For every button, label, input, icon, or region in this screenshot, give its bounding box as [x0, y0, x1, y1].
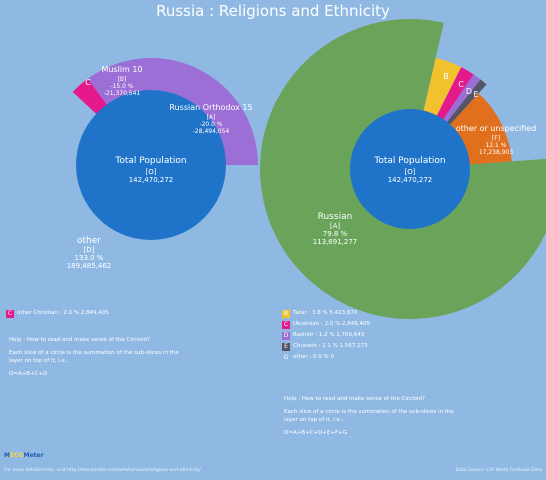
right-legend-text: Bashkir : 1.2 % 1,709,643: [293, 332, 365, 338]
right-legend-swatch: C: [282, 320, 290, 329]
footer-source: Data Source: CIA World Factbook Data: [455, 468, 542, 473]
religion-slice-a-values-line-1: [A]: [207, 114, 216, 121]
ethnicity-slice-e-letter: E: [473, 90, 478, 99]
right-legend-text: Tatar : 3.8 % 5,413,870: [293, 310, 358, 316]
religion-slice-a-name-line-1: Russian Orthodox 15: [169, 103, 252, 112]
ethnicity-slice-d-letter: D: [466, 87, 472, 96]
right-legend-swatch: E: [282, 342, 290, 351]
help-right-explanation: Each slice of a circle is the summation …: [284, 409, 454, 423]
religion-other-values-line-1: [D]: [84, 246, 95, 254]
right-legend-text: Chuvash : 1.1 % 1,567,173: [293, 343, 368, 349]
right-legend: B Tatar : 3.8 % 5,413,870 C Ukrainian : 2.0…: [282, 308, 370, 363]
right-legend-swatch: G: [283, 353, 289, 361]
ethnicity-slice-a-values-line-2: 79.8 %: [323, 230, 348, 238]
ethnicity-slice-b-letter: B: [443, 72, 449, 81]
right-legend-swatch: B: [282, 309, 290, 318]
right-legend-row: E Chuvash : 1.1 % 1,567,173: [282, 341, 370, 352]
religion-slice-b-values-line-1: [B]: [118, 76, 127, 83]
religion-slice-a-values-line-2: -20.0 %: [199, 121, 222, 128]
ethnicity-center-values-line-2: 142,470,272: [388, 176, 433, 184]
right-legend-swatch: D: [282, 331, 290, 340]
religion-slice-a-values-line-3: -28,494,054: [193, 128, 230, 135]
religion-other-values-line-3: 189,485,462: [67, 262, 112, 270]
ethnicity-slice-f-name-line-1: other or unspecified: [456, 124, 537, 133]
religion-center-circle: [76, 90, 226, 240]
ethnicity-slice-f-values-line-2: 12.1 %: [486, 142, 507, 149]
religion-slice-b-values-line-3: -21,370,541: [104, 90, 141, 97]
religion-center-label-line-1: Total Population: [114, 156, 186, 166]
right-legend-row: C Ukrainian : 2.0 % 2,849,405: [282, 319, 370, 330]
left-legend-swatch: C: [6, 309, 14, 318]
religion-other-values-line-2: 133.0 %: [75, 254, 104, 262]
left-legend-text: other Christian : 2.0 % 2,849,405: [17, 310, 109, 316]
right-legend-row: D Bashkir : 1.2 % 1,709,643: [282, 330, 370, 341]
religion-center-values-line-1: [O]: [146, 168, 157, 176]
religion-center-values-line-2: 142,470,272: [129, 176, 174, 184]
right-legend-text: other : 0.0 % 0: [293, 354, 334, 360]
ethnicity-center-label-line-1: Total Population: [373, 156, 445, 166]
ethnicity-center-circle: [350, 109, 470, 229]
help-right-question: Help : How to read and make sense of the…: [284, 396, 425, 402]
help-left-explanation: Each slice of a circle is the summation …: [9, 350, 179, 364]
ethnicity-slice-a-values-line-3: 113,691,277: [313, 238, 358, 246]
right-legend-row: B Tatar : 3.8 % 5,413,870: [282, 308, 370, 319]
help-left-formula: O=A+B+C+D: [9, 371, 48, 377]
religion-slice-b-values-line-2: -15.0 %: [110, 83, 133, 90]
help-right: Help : How to read and make sense of the…: [284, 395, 459, 442]
religion-slice-b-name-line-1: Muslim 10: [101, 65, 142, 74]
religion-slice-c-letter: C: [85, 78, 91, 87]
ethnicity-slice-c-letter: C: [458, 80, 464, 89]
religion-other-name-line-1: other: [77, 236, 101, 246]
ethnicity-center-values-line-1: [O]: [405, 168, 416, 176]
help-left-question: Help : How to read and make sense of the…: [9, 337, 150, 343]
right-legend-text: Ukrainian : 2.0 % 2,849,405: [293, 321, 371, 327]
ethnicity-slice-f-values-line-1: [F]: [492, 135, 500, 142]
footer-link[interactable]: For more detailed info. visit http://mec…: [4, 468, 201, 473]
help-left: Help : How to read and make sense of the…: [9, 336, 184, 383]
page-title: Russia : Religions and Ethnicity: [156, 2, 390, 20]
ethnicity-slice-f-values-line-3: 17,238,903: [479, 149, 514, 156]
ethnicity-slice-a-values-line-1: [A]: [330, 222, 341, 230]
ethnicity-slice-a-name-line-1: Russian: [318, 212, 353, 222]
mecometer-logo: MECOMeter: [4, 452, 44, 459]
help-right-formula: O=A+B+C+D+E+F+G: [284, 430, 348, 436]
